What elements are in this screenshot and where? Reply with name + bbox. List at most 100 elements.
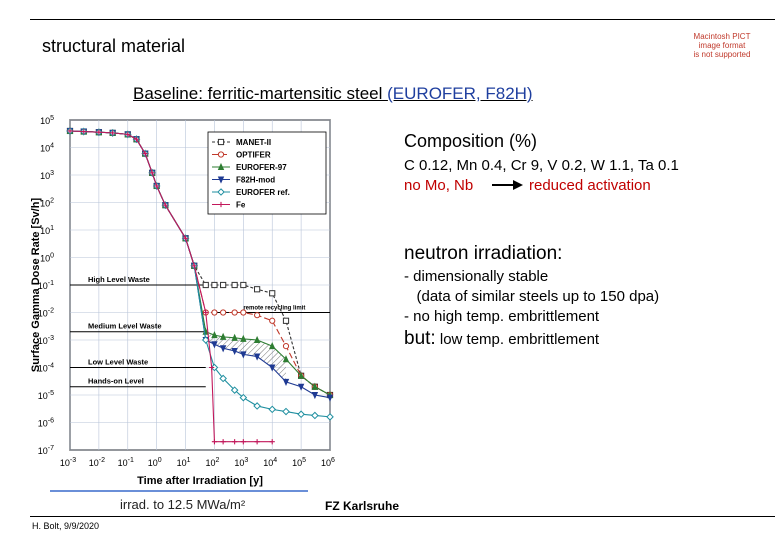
- data-point: [133, 136, 140, 142]
- no-mo-nb-text: no Mo, Nb: [404, 177, 474, 194]
- blue-rule: [50, 490, 308, 492]
- data-point: [217, 162, 225, 170]
- legend-box: [207, 131, 327, 215]
- but-word: but:: [404, 328, 436, 349]
- y-tick-exponent: -1: [48, 280, 54, 287]
- data-point: [217, 138, 225, 146]
- data-point: [125, 131, 131, 137]
- data-point: [282, 317, 290, 324]
- data-point: [240, 334, 247, 342]
- data-point: [96, 129, 102, 135]
- data-point: [232, 439, 238, 445]
- x-tick-label: 106: [321, 457, 335, 468]
- composition-heading: Composition (%): [404, 131, 538, 151]
- y-tick-exponent: 1: [50, 225, 54, 232]
- data-point: [218, 201, 224, 208]
- data-point: [240, 439, 246, 445]
- y-tick-label: 10-7: [38, 445, 54, 456]
- data-point: [282, 407, 290, 416]
- data-point: [142, 151, 148, 157]
- level-label: Medium Level Waste: [88, 322, 162, 331]
- y-tick-label: 103: [40, 170, 54, 181]
- x-tick-label: 10-3: [60, 457, 76, 468]
- y-tick-label: 10-1: [38, 280, 54, 291]
- x-tick-label: 102: [205, 457, 219, 468]
- data-point: [231, 333, 238, 341]
- y-tick-exponent: 5: [50, 115, 54, 122]
- x-tick-label: 105: [292, 457, 306, 468]
- x-tick-exponent: 1: [187, 457, 191, 464]
- y-tick-label: 100: [40, 253, 54, 264]
- x-axis-label: Time after Irradiation [y]: [137, 475, 263, 487]
- legend-label: EUROFER-97: [236, 163, 287, 172]
- y-tick-label: 105: [40, 115, 54, 126]
- y-tick-label: 10-3: [38, 335, 54, 346]
- data-point: [311, 411, 319, 420]
- data-point: [217, 188, 225, 196]
- footer-author-date: H. Bolt, 9/9/2020: [32, 521, 100, 531]
- data-point: [162, 202, 168, 208]
- x-tick-exponent: 3: [244, 457, 248, 464]
- y-tick-label: 10-5: [38, 390, 54, 401]
- data-point: [209, 364, 215, 371]
- data-point: [191, 263, 197, 269]
- but-text: low temp. embrittlement: [435, 331, 600, 348]
- placeholder-line: Macintosh PICT: [693, 32, 751, 41]
- y-tick-label: 104: [40, 143, 54, 154]
- irradiation-heading: neutron irradiation:: [404, 243, 563, 264]
- data-point: [326, 394, 334, 402]
- data-point: [220, 439, 226, 445]
- data-point: [211, 281, 218, 289]
- bullet-dimensionally-stable: - dimensionally stable: [404, 268, 549, 285]
- level-label: Hands-on Level: [88, 377, 144, 386]
- data-point: [211, 331, 218, 339]
- data-point: [149, 170, 155, 176]
- data-point: [240, 309, 247, 316]
- data-point: [230, 386, 239, 394]
- data-point: [231, 309, 238, 316]
- dose-rate-chart: 10-3 10-2 10-1 100 101 102 103 104 105 1061051041…: [30, 115, 335, 487]
- data-point: [217, 151, 225, 158]
- legend-label: OPTIFER: [236, 151, 271, 160]
- data-point: [81, 128, 87, 135]
- right-arrow-icon: [492, 180, 523, 190]
- data-point: [217, 176, 225, 184]
- data-point: [239, 393, 248, 402]
- data-point: [201, 336, 210, 344]
- level-label: Low Level Waste: [88, 358, 148, 367]
- y-tick-exponent: 3: [50, 170, 54, 177]
- data-point: [220, 281, 227, 289]
- y-tick-exponent: -5: [48, 390, 54, 397]
- x-tick-label: 10-2: [89, 457, 105, 468]
- composition-elements: C 0.12, Mn 0.4, Cr 9, V 0.2, W 1.1, Ta 0…: [404, 157, 679, 174]
- data-point: [211, 439, 218, 445]
- baseline-heading: Baseline: ferritic-martensitic steel (EU…: [133, 84, 533, 104]
- x-tick-exponent: 6: [331, 457, 335, 464]
- y-tick-label: 10-2: [38, 308, 54, 319]
- data-point: [269, 342, 276, 350]
- y-tick-exponent: -6: [48, 418, 54, 425]
- x-tick-label: 10-1: [118, 457, 134, 468]
- x-tick-exponent: 2: [215, 457, 219, 464]
- data-point: [219, 374, 227, 383]
- data-point: [326, 413, 334, 421]
- baseline-prefix: Baseline: ferritic-martensitic steel: [133, 84, 388, 103]
- data-point: [231, 281, 238, 289]
- data-point: [268, 405, 277, 414]
- data-point: [219, 332, 227, 340]
- data-point: [202, 281, 209, 289]
- pict-placeholder: Macintosh PICT image format is not suppo…: [684, 32, 760, 59]
- y-tick-exponent: 2: [50, 198, 54, 205]
- but-low-temp-line: but: low temp. embrittlement: [404, 328, 599, 350]
- x-tick-exponent: 0: [158, 457, 162, 464]
- data-point: [282, 343, 290, 350]
- remote-limit-label: remote recycling limit: [243, 306, 305, 312]
- data-point: [282, 378, 290, 386]
- bullet-similar-steels: (data of similar steels up to 150 dpa): [404, 288, 660, 305]
- reduced-activation-text: reduced activation: [529, 177, 651, 194]
- x-tick-exponent: -1: [128, 457, 134, 464]
- data-point: [254, 286, 261, 293]
- y-tick-exponent: -2: [48, 308, 54, 315]
- y-tick-exponent: -3: [48, 335, 54, 342]
- x-tick-label: 100: [148, 457, 162, 468]
